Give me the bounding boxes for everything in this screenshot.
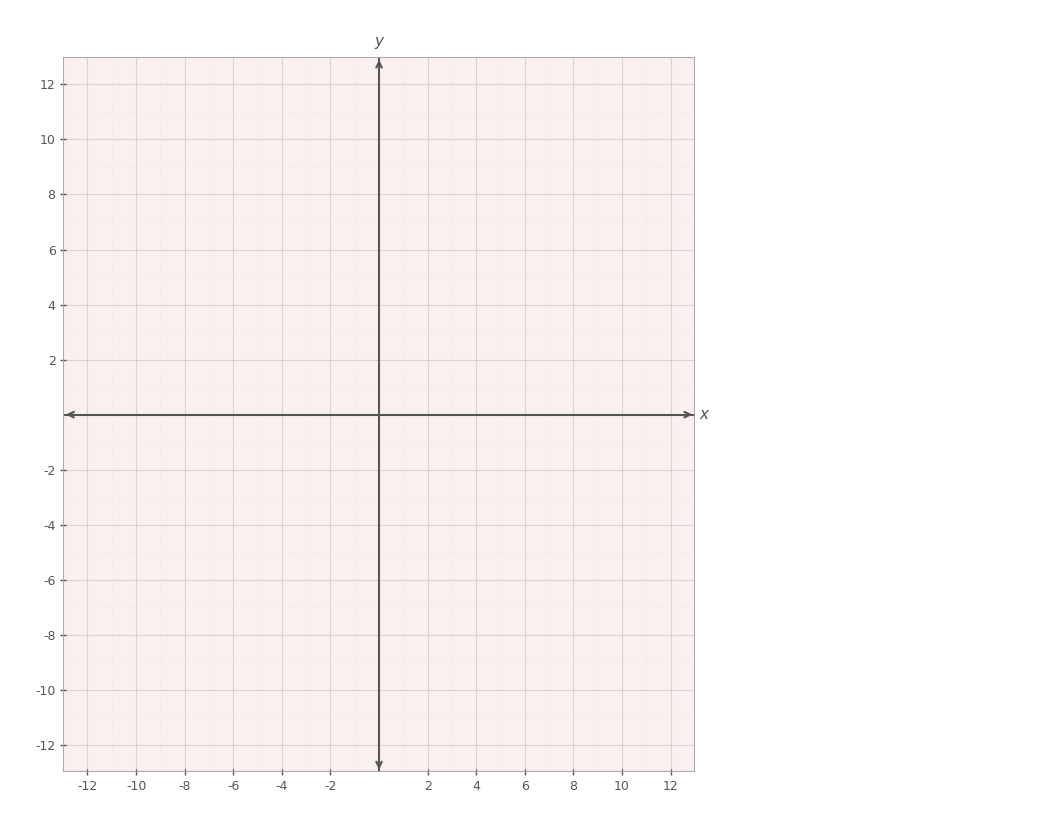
Text: x: x: [700, 407, 709, 422]
Text: y: y: [375, 33, 383, 49]
